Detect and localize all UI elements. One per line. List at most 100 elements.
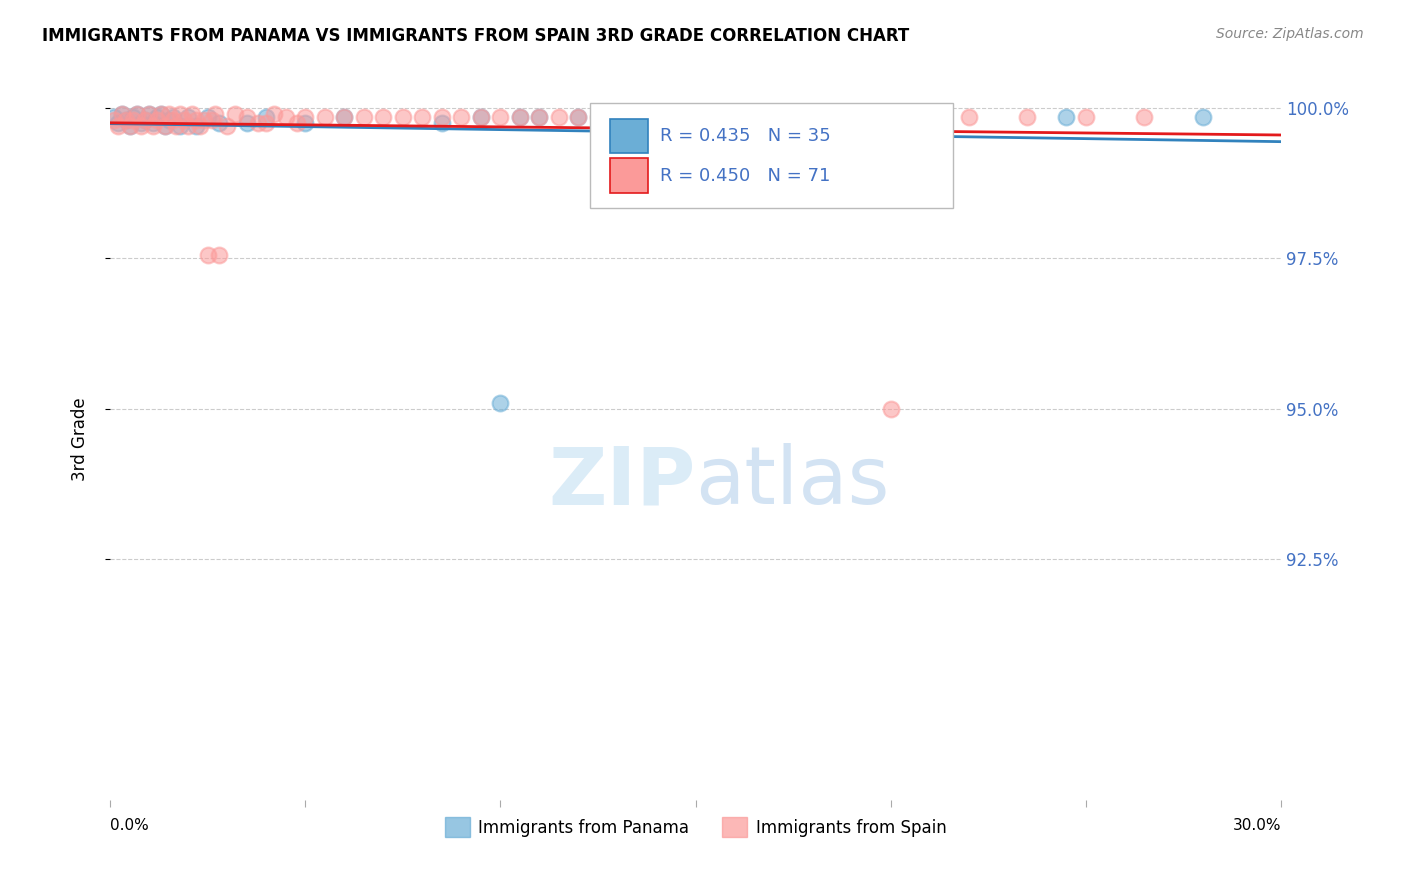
Point <box>1192 110 1215 124</box>
Point <box>762 110 785 124</box>
Point <box>509 110 531 124</box>
Point <box>1133 110 1156 124</box>
Point <box>529 110 551 124</box>
Point <box>149 106 172 120</box>
Legend: Immigrants from Panama, Immigrants from Spain: Immigrants from Panama, Immigrants from … <box>439 810 953 844</box>
Point <box>509 110 531 124</box>
Point <box>821 110 844 124</box>
Point <box>333 110 356 124</box>
Text: 0.0%: 0.0% <box>110 818 149 833</box>
FancyBboxPatch shape <box>591 103 953 208</box>
Point <box>411 110 433 124</box>
Point <box>224 106 246 120</box>
Point <box>217 119 239 133</box>
Point <box>111 106 134 120</box>
Point <box>138 106 160 120</box>
Point <box>294 110 316 124</box>
Point <box>287 115 309 129</box>
Point <box>1017 110 1039 124</box>
Point <box>177 119 200 133</box>
Point <box>169 119 191 133</box>
Point <box>197 110 219 124</box>
Point <box>470 110 492 124</box>
Point <box>254 115 277 129</box>
Point <box>146 112 169 127</box>
Point <box>333 110 356 124</box>
Point <box>193 112 215 127</box>
Point <box>645 110 668 124</box>
Point <box>138 106 160 120</box>
Point <box>704 110 727 124</box>
Point <box>153 119 176 133</box>
Point <box>111 106 134 120</box>
Point <box>801 110 824 124</box>
Point <box>782 110 804 124</box>
Text: Source: ZipAtlas.com: Source: ZipAtlas.com <box>1216 27 1364 41</box>
Text: ZIP: ZIP <box>548 443 696 521</box>
Point <box>567 110 589 124</box>
Point <box>103 110 125 124</box>
Point <box>314 110 336 124</box>
Point <box>129 115 152 129</box>
Point <box>177 110 200 124</box>
Point <box>114 112 136 127</box>
Point <box>184 119 207 133</box>
Point <box>134 112 156 127</box>
Point <box>204 106 226 120</box>
Point <box>157 106 180 120</box>
Point <box>184 112 207 127</box>
Y-axis label: 3rd Grade: 3rd Grade <box>72 397 89 481</box>
Point <box>879 110 901 124</box>
Point <box>173 112 195 127</box>
Point <box>430 115 453 129</box>
Point <box>181 106 204 120</box>
Bar <box>610 159 648 193</box>
Point <box>1074 110 1097 124</box>
Point <box>165 119 187 133</box>
Point <box>586 110 609 124</box>
Point <box>118 119 141 133</box>
Text: 30.0%: 30.0% <box>1233 818 1281 833</box>
Point <box>122 110 145 124</box>
Point <box>450 110 472 124</box>
Point <box>841 110 863 124</box>
Point <box>1054 110 1077 124</box>
Point <box>263 106 285 120</box>
Point <box>626 110 648 124</box>
Point <box>548 110 571 124</box>
Point <box>114 112 136 127</box>
Point <box>103 112 125 127</box>
Point <box>470 110 492 124</box>
Point <box>200 112 222 127</box>
Point <box>294 115 316 129</box>
Point <box>208 115 231 129</box>
Point <box>879 401 901 416</box>
Point <box>723 110 745 124</box>
Point <box>247 115 270 129</box>
Point <box>188 119 211 133</box>
Point <box>146 110 169 124</box>
Point <box>122 112 145 127</box>
Point <box>162 112 184 127</box>
Point <box>127 106 149 120</box>
Text: R = 0.450   N = 71: R = 0.450 N = 71 <box>661 167 831 185</box>
Point <box>142 115 165 129</box>
Point <box>153 119 176 133</box>
Point <box>489 395 512 409</box>
Point <box>107 115 129 129</box>
Text: R = 0.435   N = 35: R = 0.435 N = 35 <box>661 127 831 145</box>
Point <box>723 110 745 124</box>
Point <box>162 110 184 124</box>
Point <box>208 248 231 262</box>
Point <box>373 110 395 124</box>
Point <box>254 110 277 124</box>
Point <box>129 119 152 133</box>
Point <box>235 115 257 129</box>
Text: IMMIGRANTS FROM PANAMA VS IMMIGRANTS FROM SPAIN 3RD GRADE CORRELATION CHART: IMMIGRANTS FROM PANAMA VS IMMIGRANTS FRO… <box>42 27 910 45</box>
Point <box>529 110 551 124</box>
Point <box>567 110 589 124</box>
Point <box>353 110 375 124</box>
Point <box>157 112 180 127</box>
Point <box>918 110 941 124</box>
Point <box>685 110 707 124</box>
